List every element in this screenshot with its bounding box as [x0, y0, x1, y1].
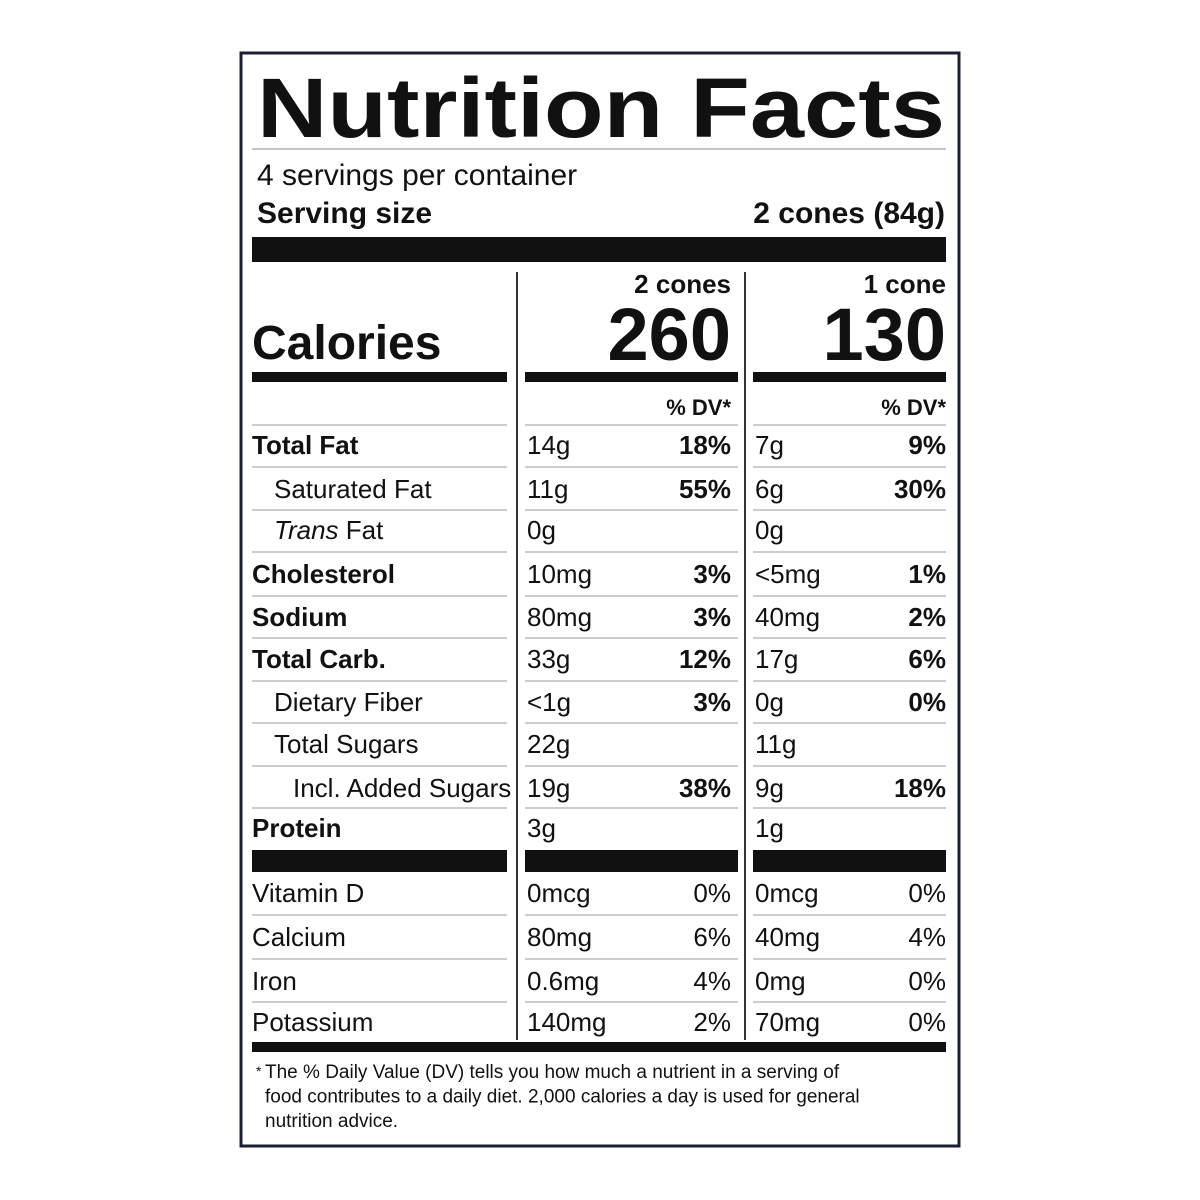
amount: 6g [755, 474, 784, 504]
amount: 0mcg [527, 878, 591, 908]
thick-bar [252, 850, 507, 872]
amount: 0mg [755, 966, 806, 996]
amount: 9g [755, 773, 784, 803]
amount: 0g [755, 687, 784, 717]
daily-value: 0% [908, 687, 946, 717]
amount: <5mg [755, 559, 821, 589]
thick-bar [525, 850, 738, 872]
amount: 0.6mg [527, 966, 599, 996]
nutrient-name-space [339, 515, 346, 545]
amount: 7g [755, 430, 784, 460]
daily-value: 4% [693, 966, 731, 996]
thick-bar [252, 372, 507, 382]
amount: 17g [755, 644, 798, 674]
amount: <1g [527, 687, 571, 717]
nutrient-name: Total Sugars [274, 729, 419, 759]
column-heading: 1 cone [864, 269, 946, 299]
daily-value: 3% [693, 687, 731, 717]
amount: 1g [755, 813, 784, 843]
amount: 10mg [527, 559, 592, 589]
title: Nutrition Facts [257, 61, 945, 155]
amount: 14g [527, 430, 570, 460]
daily-value: 18% [679, 430, 731, 460]
amount: 3g [527, 813, 556, 843]
daily-value: 3% [693, 559, 731, 589]
vitamin-name: Calcium [252, 922, 346, 952]
nutrient-name-italic: Trans [274, 515, 339, 545]
amount: 33g [527, 644, 570, 674]
amount: 0mcg [755, 878, 819, 908]
amount: 80mg [527, 922, 592, 952]
daily-value: 0% [908, 878, 946, 908]
thick-bar [252, 237, 946, 262]
thick-bar [525, 372, 738, 382]
nutrient-name: Protein [252, 813, 342, 843]
daily-value: 6% [908, 644, 946, 674]
nutrient-name: Dietary Fiber [274, 687, 423, 717]
amount: 19g [527, 773, 570, 803]
nutrient-name: Total Carb. [252, 644, 386, 674]
daily-value: 0% [693, 878, 731, 908]
daily-value: 30% [894, 474, 946, 504]
amount: 40mg [755, 602, 820, 632]
nutrient-name: Total Fat [252, 430, 359, 460]
amount: 40mg [755, 922, 820, 952]
footnote-marker: * [256, 1063, 262, 1079]
daily-value: 55% [679, 474, 731, 504]
dv-heading: % DV* [666, 395, 731, 420]
daily-value: 38% [679, 773, 731, 803]
calories-value: 260 [608, 293, 731, 376]
daily-value: 2% [693, 1007, 731, 1037]
amount: 22g [527, 729, 570, 759]
daily-value: 0% [908, 1007, 946, 1037]
daily-value: 3% [693, 602, 731, 632]
amount: 0g [755, 515, 784, 545]
daily-value: 9% [908, 430, 946, 460]
vitamin-name: Vitamin D [252, 878, 364, 908]
amount: 11g [755, 729, 796, 759]
thick-bar [753, 850, 946, 872]
footnote-line: The % Daily Value (DV) tells you how muc… [265, 1062, 840, 1083]
nutrient-name: Sodium [252, 602, 347, 632]
thick-bar [753, 372, 946, 382]
nutrient-name-rest: Fat [346, 515, 384, 545]
amount: 140mg [527, 1007, 607, 1037]
thick-bar [252, 1042, 946, 1052]
amount: 70mg [755, 1007, 820, 1037]
calories-value: 130 [823, 293, 946, 376]
servings: 4 servings per container [257, 159, 577, 192]
amount: 0g [527, 515, 556, 545]
daily-value: 4% [908, 922, 946, 952]
amount: 80mg [527, 602, 592, 632]
nutrient-name: Incl. Added Sugars [293, 773, 511, 803]
amount: 11g [527, 474, 568, 504]
nutrient-name: Saturated Fat [274, 474, 432, 504]
calories-label: Calories [252, 317, 441, 370]
serving-size: 2 cones (84g) [753, 197, 945, 230]
daily-value: 2% [908, 602, 946, 632]
daily-value: 12% [679, 644, 731, 674]
nutrient-name: Cholesterol [252, 559, 395, 589]
dv-heading: % DV* [881, 395, 946, 420]
label-border [239, 51, 961, 1148]
column-heading: 2 cones [634, 269, 731, 299]
vitamin-name: Potassium [252, 1007, 373, 1037]
serving-size-label: Serving size [257, 197, 432, 230]
nutrient-name: Trans Fat [274, 515, 384, 545]
daily-value: 6% [693, 922, 731, 952]
daily-value: 18% [894, 773, 946, 803]
daily-value: 1% [908, 559, 946, 589]
footnote-line: food contributes to a daily diet. 2,000 … [265, 1087, 860, 1108]
footnote-line: nutrition advice. [265, 1111, 398, 1132]
daily-value: 0% [908, 966, 946, 996]
vitamin-name: Iron [252, 966, 297, 996]
